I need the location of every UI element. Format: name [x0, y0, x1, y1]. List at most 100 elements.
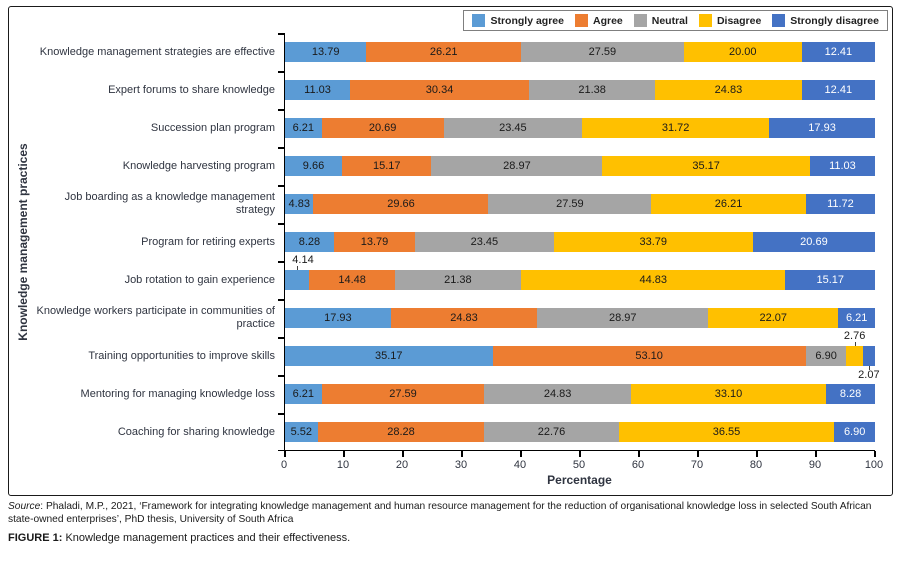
segment-value: 6.21 — [292, 122, 315, 134]
bar-segment-strongly-disagree: 6.21 — [838, 308, 876, 328]
bar-segment-agree: 24.83 — [390, 308, 538, 328]
bar-segment-strongly-disagree: 12.41 — [801, 42, 875, 62]
segment-value: 6.90 — [843, 426, 866, 438]
category-label: Expert forums to share knowledge — [108, 83, 275, 96]
y-axis-tick — [278, 375, 285, 377]
bar-segment-strongly-agree: 4.83 — [285, 194, 314, 214]
bar-segment-agree: 30.34 — [350, 80, 530, 100]
bar-segment-neutral: 21.38 — [394, 270, 521, 290]
x-axis-tick-label: 70 — [690, 459, 704, 471]
chart-row: 5.52 28.28 22.76 36.55 6.90 — [285, 413, 875, 451]
bar-segment-disagree — [846, 346, 863, 366]
bar-segment-strongly-disagree: 12.41 — [801, 80, 875, 100]
x-axis-tick — [284, 451, 286, 457]
stacked-bar: 13.79 26.21 27.59 20.00 12.41 — [285, 42, 875, 62]
segment-value: 28.28 — [387, 426, 415, 438]
segment-value: 5.52 — [290, 426, 312, 438]
category-label: Coaching for sharing knowledge — [117, 425, 275, 438]
bar-segment-disagree: 44.83 — [520, 270, 786, 290]
segment-value: 6.21 — [845, 312, 868, 324]
segment-value: 4.83 — [288, 198, 310, 210]
bar-segment-agree: 29.66 — [313, 194, 489, 214]
segment-value: 28.97 — [503, 160, 531, 172]
segment-value: 27.59 — [389, 388, 417, 400]
bar-segment-disagree: 26.21 — [651, 194, 806, 214]
legend-item: Disagree — [698, 14, 762, 27]
category-label: Knowledge workers participate in communi… — [36, 305, 275, 330]
category-axis: Knowledge management strategies are effe… — [29, 33, 282, 451]
bar-segment-strongly-agree: 6.21 — [285, 118, 322, 138]
segment-value: 12.41 — [824, 46, 853, 58]
bar-segment-agree: 20.69 — [321, 118, 444, 138]
y-axis-tick — [278, 337, 285, 339]
y-axis-tick — [278, 147, 285, 149]
x-axis-tick — [638, 451, 640, 457]
segment-value: 15.17 — [816, 274, 844, 286]
bar-segment-neutral: 27.59 — [520, 42, 684, 62]
segment-value: 11.03 — [304, 84, 331, 96]
source-label: Source — [8, 501, 41, 512]
bar-segment-disagree: 33.79 — [553, 232, 753, 252]
segment-value: 27.59 — [556, 198, 584, 210]
x-axis-tick — [697, 451, 699, 457]
stacked-bar: 35.17 53.10 6.90 — [285, 346, 875, 366]
caption-label: FIGURE 1: — [8, 532, 63, 544]
y-axis-tick — [278, 299, 285, 301]
chart-row: 4.83 29.66 27.59 26.21 11.72 — [285, 185, 875, 223]
segment-value: 9.66 — [302, 160, 325, 172]
figure-caption: FIGURE 1: Knowledge management practices… — [8, 532, 896, 544]
bar-segment-disagree: 35.17 — [602, 156, 810, 176]
x-axis-tick-label: 60 — [631, 459, 645, 471]
stacked-bar: 11.03 30.34 21.38 24.83 12.41 — [285, 80, 875, 100]
bar-segment-neutral: 21.38 — [529, 80, 656, 100]
stacked-bar: 4.83 29.66 27.59 26.21 11.72 — [285, 194, 875, 214]
legend-label: Disagree — [716, 14, 762, 27]
segment-value: 11.03 — [829, 160, 856, 172]
segment-value: 44.83 — [639, 274, 667, 286]
bar-segment-disagree: 33.10 — [630, 384, 827, 404]
bar-segment-neutral: 23.45 — [415, 232, 554, 252]
segment-value: 31.72 — [661, 122, 690, 134]
segment-value: 23.45 — [470, 236, 499, 248]
x-axis-tick-label: 30 — [454, 459, 468, 471]
leader-line — [854, 342, 856, 346]
legend-swatch-icon — [472, 14, 486, 27]
segment-value: 33.10 — [714, 388, 743, 400]
bar-segment-disagree: 36.55 — [618, 422, 835, 442]
x-axis-tick — [756, 451, 758, 457]
stacked-bar: 6.21 27.59 24.83 33.10 8.28 — [285, 384, 875, 404]
category-label: Knowledge harvesting program — [122, 159, 275, 172]
segment-value: 26.21 — [714, 198, 743, 210]
bar-segment-strongly-agree: 17.93 — [285, 308, 391, 328]
bar-segment-neutral: 27.59 — [488, 194, 652, 214]
legend-item: Agree — [574, 14, 623, 27]
segment-value: 28.97 — [608, 312, 637, 324]
bar-segment-disagree: 20.00 — [683, 42, 802, 62]
bar-segment-strongly-agree: 8.28 — [285, 232, 334, 252]
segment-value: 24.83 — [714, 84, 743, 96]
bar-segment-neutral: 24.83 — [484, 384, 631, 404]
y-axis-tick — [278, 185, 285, 187]
chart-row: 17.93 24.83 28.97 22.07 6.21 — [285, 299, 876, 337]
legend-label: Agree — [592, 14, 623, 27]
chart-panel: Strongly agree Agree Neutral Disagree Strong… — [8, 6, 893, 496]
segment-value: 11.72 — [827, 198, 854, 210]
legend-swatch-icon — [574, 14, 588, 27]
stacked-bar: 5.52 28.28 22.76 36.55 6.90 — [285, 422, 875, 442]
x-axis-tick — [579, 451, 581, 457]
y-axis-tick — [278, 109, 285, 111]
x-axis-labels: 0 10 20 30 40 50 60 70 80 90 100 — [281, 459, 883, 473]
segment-value-outside: 4.14 — [292, 254, 314, 266]
segment-value: 24.83 — [543, 388, 572, 400]
bar-segment-strongly-disagree: 8.28 — [826, 384, 875, 404]
bar-segment-strongly-agree — [285, 270, 310, 290]
segment-value: 21.38 — [578, 84, 606, 96]
segment-value: 12.41 — [824, 84, 853, 96]
segment-value: 30.34 — [425, 84, 454, 96]
x-axis-tick — [874, 451, 876, 457]
y-axis-tick — [278, 223, 285, 225]
segment-value: 22.07 — [759, 312, 788, 324]
chart-row: 8.28 13.79 23.45 33.79 20.69 — [285, 223, 875, 261]
stacked-bar: 17.93 24.83 28.97 22.07 6.21 — [285, 308, 876, 328]
legend-item: Neutral — [633, 14, 688, 27]
